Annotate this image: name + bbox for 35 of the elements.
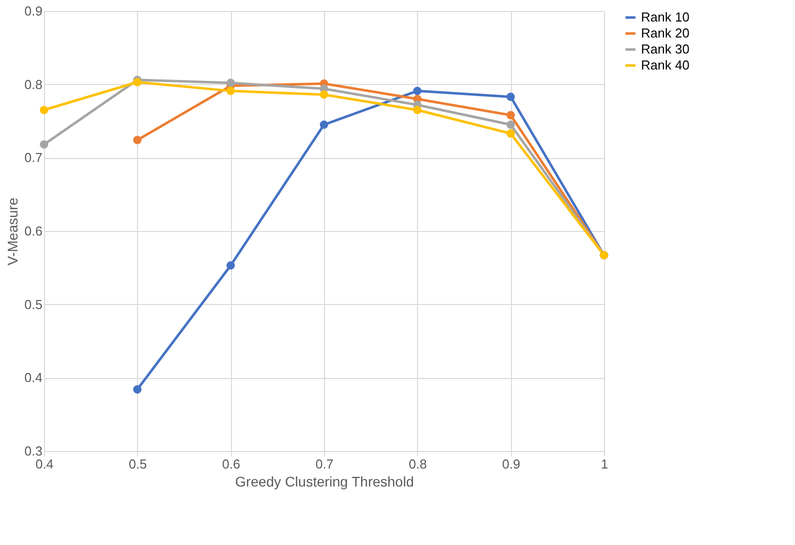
legend-label: Rank 10 [641, 10, 690, 24]
x-tick-label: 0.9 [502, 456, 520, 472]
point [506, 129, 515, 138]
y-tick-label: 0.8 [24, 76, 42, 92]
y-tick-label: 0.5 [24, 296, 42, 312]
point [226, 261, 235, 270]
x-tick-label: 0.6 [222, 456, 240, 472]
point [320, 90, 328, 99]
legend-label: Rank 30 [641, 42, 690, 56]
legend-label: Rank 20 [641, 26, 690, 40]
y-axis-title: V-Measure [4, 197, 20, 266]
point [320, 120, 328, 129]
point [413, 106, 422, 114]
x-tick-label: 0.4 [35, 456, 54, 472]
point [506, 120, 515, 129]
point [226, 86, 235, 96]
point [40, 140, 48, 149]
point [133, 385, 142, 394]
y-tick-label: 0.7 [24, 150, 42, 166]
x-tick-label: 0.7 [315, 456, 334, 472]
point [506, 92, 515, 101]
point [226, 78, 235, 88]
y-tick-label: 0.6 [24, 224, 42, 238]
x-axis-title: Greedy Clustering Threshold [235, 474, 414, 490]
x-tick-label: 1 [600, 456, 608, 472]
point [506, 110, 515, 120]
y-tick-label: 0.9 [24, 4, 42, 18]
y-tick-label: 0.4 [24, 370, 42, 386]
x-tick-label: 0.5 [128, 456, 147, 472]
legend-label: Rank 40 [641, 58, 690, 72]
x-tick-label: 0.8 [408, 456, 427, 472]
point [40, 106, 48, 114]
point [413, 86, 422, 96]
y-tick-label: 0.3 [24, 444, 42, 458]
point [133, 136, 142, 144]
